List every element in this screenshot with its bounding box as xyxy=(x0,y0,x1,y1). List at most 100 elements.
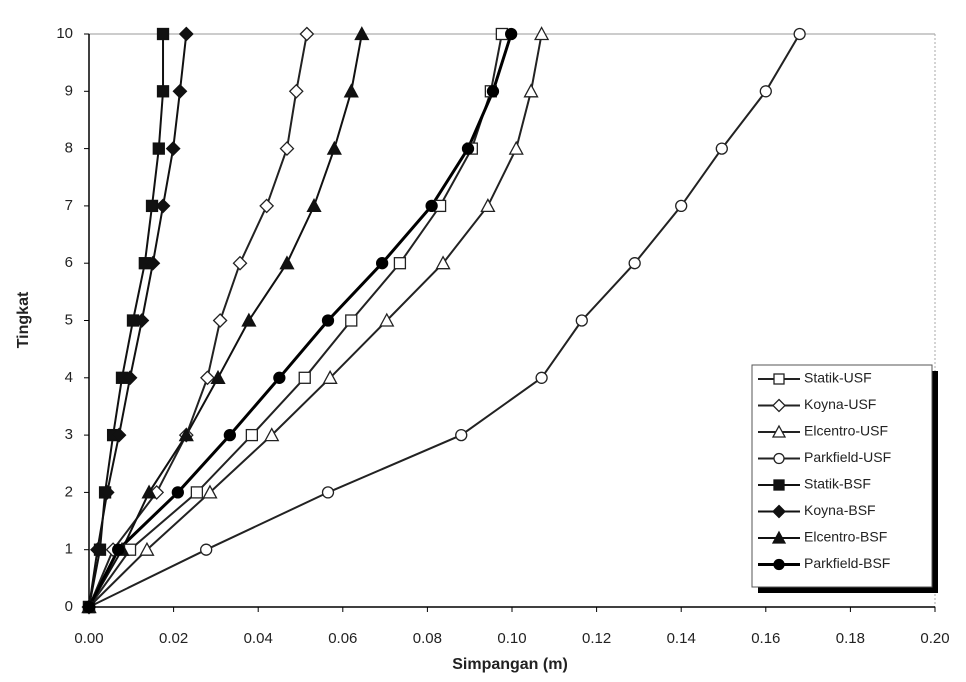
x-tick-label: 0.18 xyxy=(836,630,865,647)
marker xyxy=(122,370,138,386)
marker xyxy=(279,141,295,157)
legend: Statik-USF Koyna-USF Elcentro-USF Parkfield… xyxy=(751,364,938,593)
y-tick-label: 4 xyxy=(65,369,73,386)
marker xyxy=(245,428,259,442)
y-tick-label: 7 xyxy=(65,197,73,214)
y-tick-label: 8 xyxy=(65,140,73,157)
x-tick-label: 0.08 xyxy=(413,630,442,647)
y-tick-label: 2 xyxy=(65,483,73,500)
marker xyxy=(326,140,342,155)
marker xyxy=(172,83,188,99)
marker xyxy=(145,255,161,271)
x-axis-label: Simpangan (m) xyxy=(452,656,568,673)
marker xyxy=(773,558,785,571)
marker xyxy=(321,486,335,499)
legend-label: Statik-BSF xyxy=(804,476,871,492)
marker xyxy=(628,257,641,270)
marker xyxy=(321,314,335,327)
marker xyxy=(200,370,215,386)
marker xyxy=(273,371,286,384)
marker xyxy=(152,142,165,155)
marker xyxy=(354,26,370,41)
legend-label: Elcentro-BSF xyxy=(804,529,887,545)
marker xyxy=(322,369,338,384)
y-tick-label: 5 xyxy=(65,311,73,328)
legend-label: Parkfield-BSF xyxy=(804,555,890,571)
marker xyxy=(232,255,248,271)
marker xyxy=(82,600,96,614)
legend-label: Statik-USF xyxy=(804,370,872,386)
marker xyxy=(772,398,786,413)
marker xyxy=(772,504,786,519)
marker xyxy=(455,428,468,442)
y-tick-label: 9 xyxy=(65,82,73,99)
marker xyxy=(575,314,588,327)
marker xyxy=(134,313,150,328)
legend-label: Koyna-USF xyxy=(804,396,876,412)
y-tick-label: 6 xyxy=(65,254,73,271)
marker xyxy=(343,83,359,98)
marker xyxy=(435,255,451,270)
x-tick-label: 0.12 xyxy=(582,630,611,647)
marker xyxy=(793,27,806,41)
marker xyxy=(425,199,438,213)
marker xyxy=(771,424,787,438)
marker xyxy=(393,257,407,270)
legend-label: Parkfield-USF xyxy=(804,449,891,465)
marker xyxy=(480,198,496,213)
marker xyxy=(190,486,204,499)
marker xyxy=(112,543,125,556)
x-tick-label: 0.10 xyxy=(497,630,526,647)
marker xyxy=(212,313,228,328)
y-tick-label: 0 xyxy=(65,598,73,615)
y-tick-label: 10 xyxy=(56,25,73,42)
marker xyxy=(178,26,194,42)
x-tick-label: 0.06 xyxy=(328,630,357,647)
marker xyxy=(156,27,170,41)
marker xyxy=(535,371,548,384)
legend-label: Koyna-BSF xyxy=(804,502,876,518)
x-tick-label: 0.04 xyxy=(244,630,273,647)
marker xyxy=(200,543,213,556)
marker xyxy=(223,428,237,442)
marker xyxy=(141,484,157,499)
marker xyxy=(759,85,772,98)
marker xyxy=(156,85,170,98)
marker xyxy=(155,198,171,214)
marker xyxy=(773,373,785,385)
legend-label: Elcentro-USF xyxy=(804,423,888,439)
marker xyxy=(99,484,115,500)
marker xyxy=(771,530,787,544)
marker xyxy=(298,371,311,384)
marker xyxy=(675,199,688,213)
marker xyxy=(375,257,389,270)
marker xyxy=(461,142,475,155)
marker xyxy=(111,427,127,443)
marker xyxy=(139,541,155,556)
marker xyxy=(241,312,257,327)
x-tick-label: 0.16 xyxy=(751,630,780,647)
marker xyxy=(486,85,500,98)
x-tick-label: 0.20 xyxy=(920,630,949,647)
marker xyxy=(505,27,518,41)
marker xyxy=(534,26,550,41)
marker xyxy=(279,255,295,270)
x-tick-label: 0.14 xyxy=(667,630,696,647)
x-tick-label: 0.00 xyxy=(74,630,103,647)
marker xyxy=(379,312,395,327)
marker xyxy=(264,427,280,442)
marker xyxy=(165,141,181,157)
marker xyxy=(288,83,304,99)
marker xyxy=(299,26,315,42)
marker xyxy=(306,198,322,213)
y-axis-label: Tingkat xyxy=(15,291,32,348)
marker xyxy=(178,427,194,442)
marker xyxy=(523,83,539,98)
marker xyxy=(508,140,524,155)
marker xyxy=(773,479,785,491)
marker xyxy=(90,542,105,558)
y-tick-label: 3 xyxy=(65,426,73,443)
y-tick-label: 1 xyxy=(65,541,73,558)
